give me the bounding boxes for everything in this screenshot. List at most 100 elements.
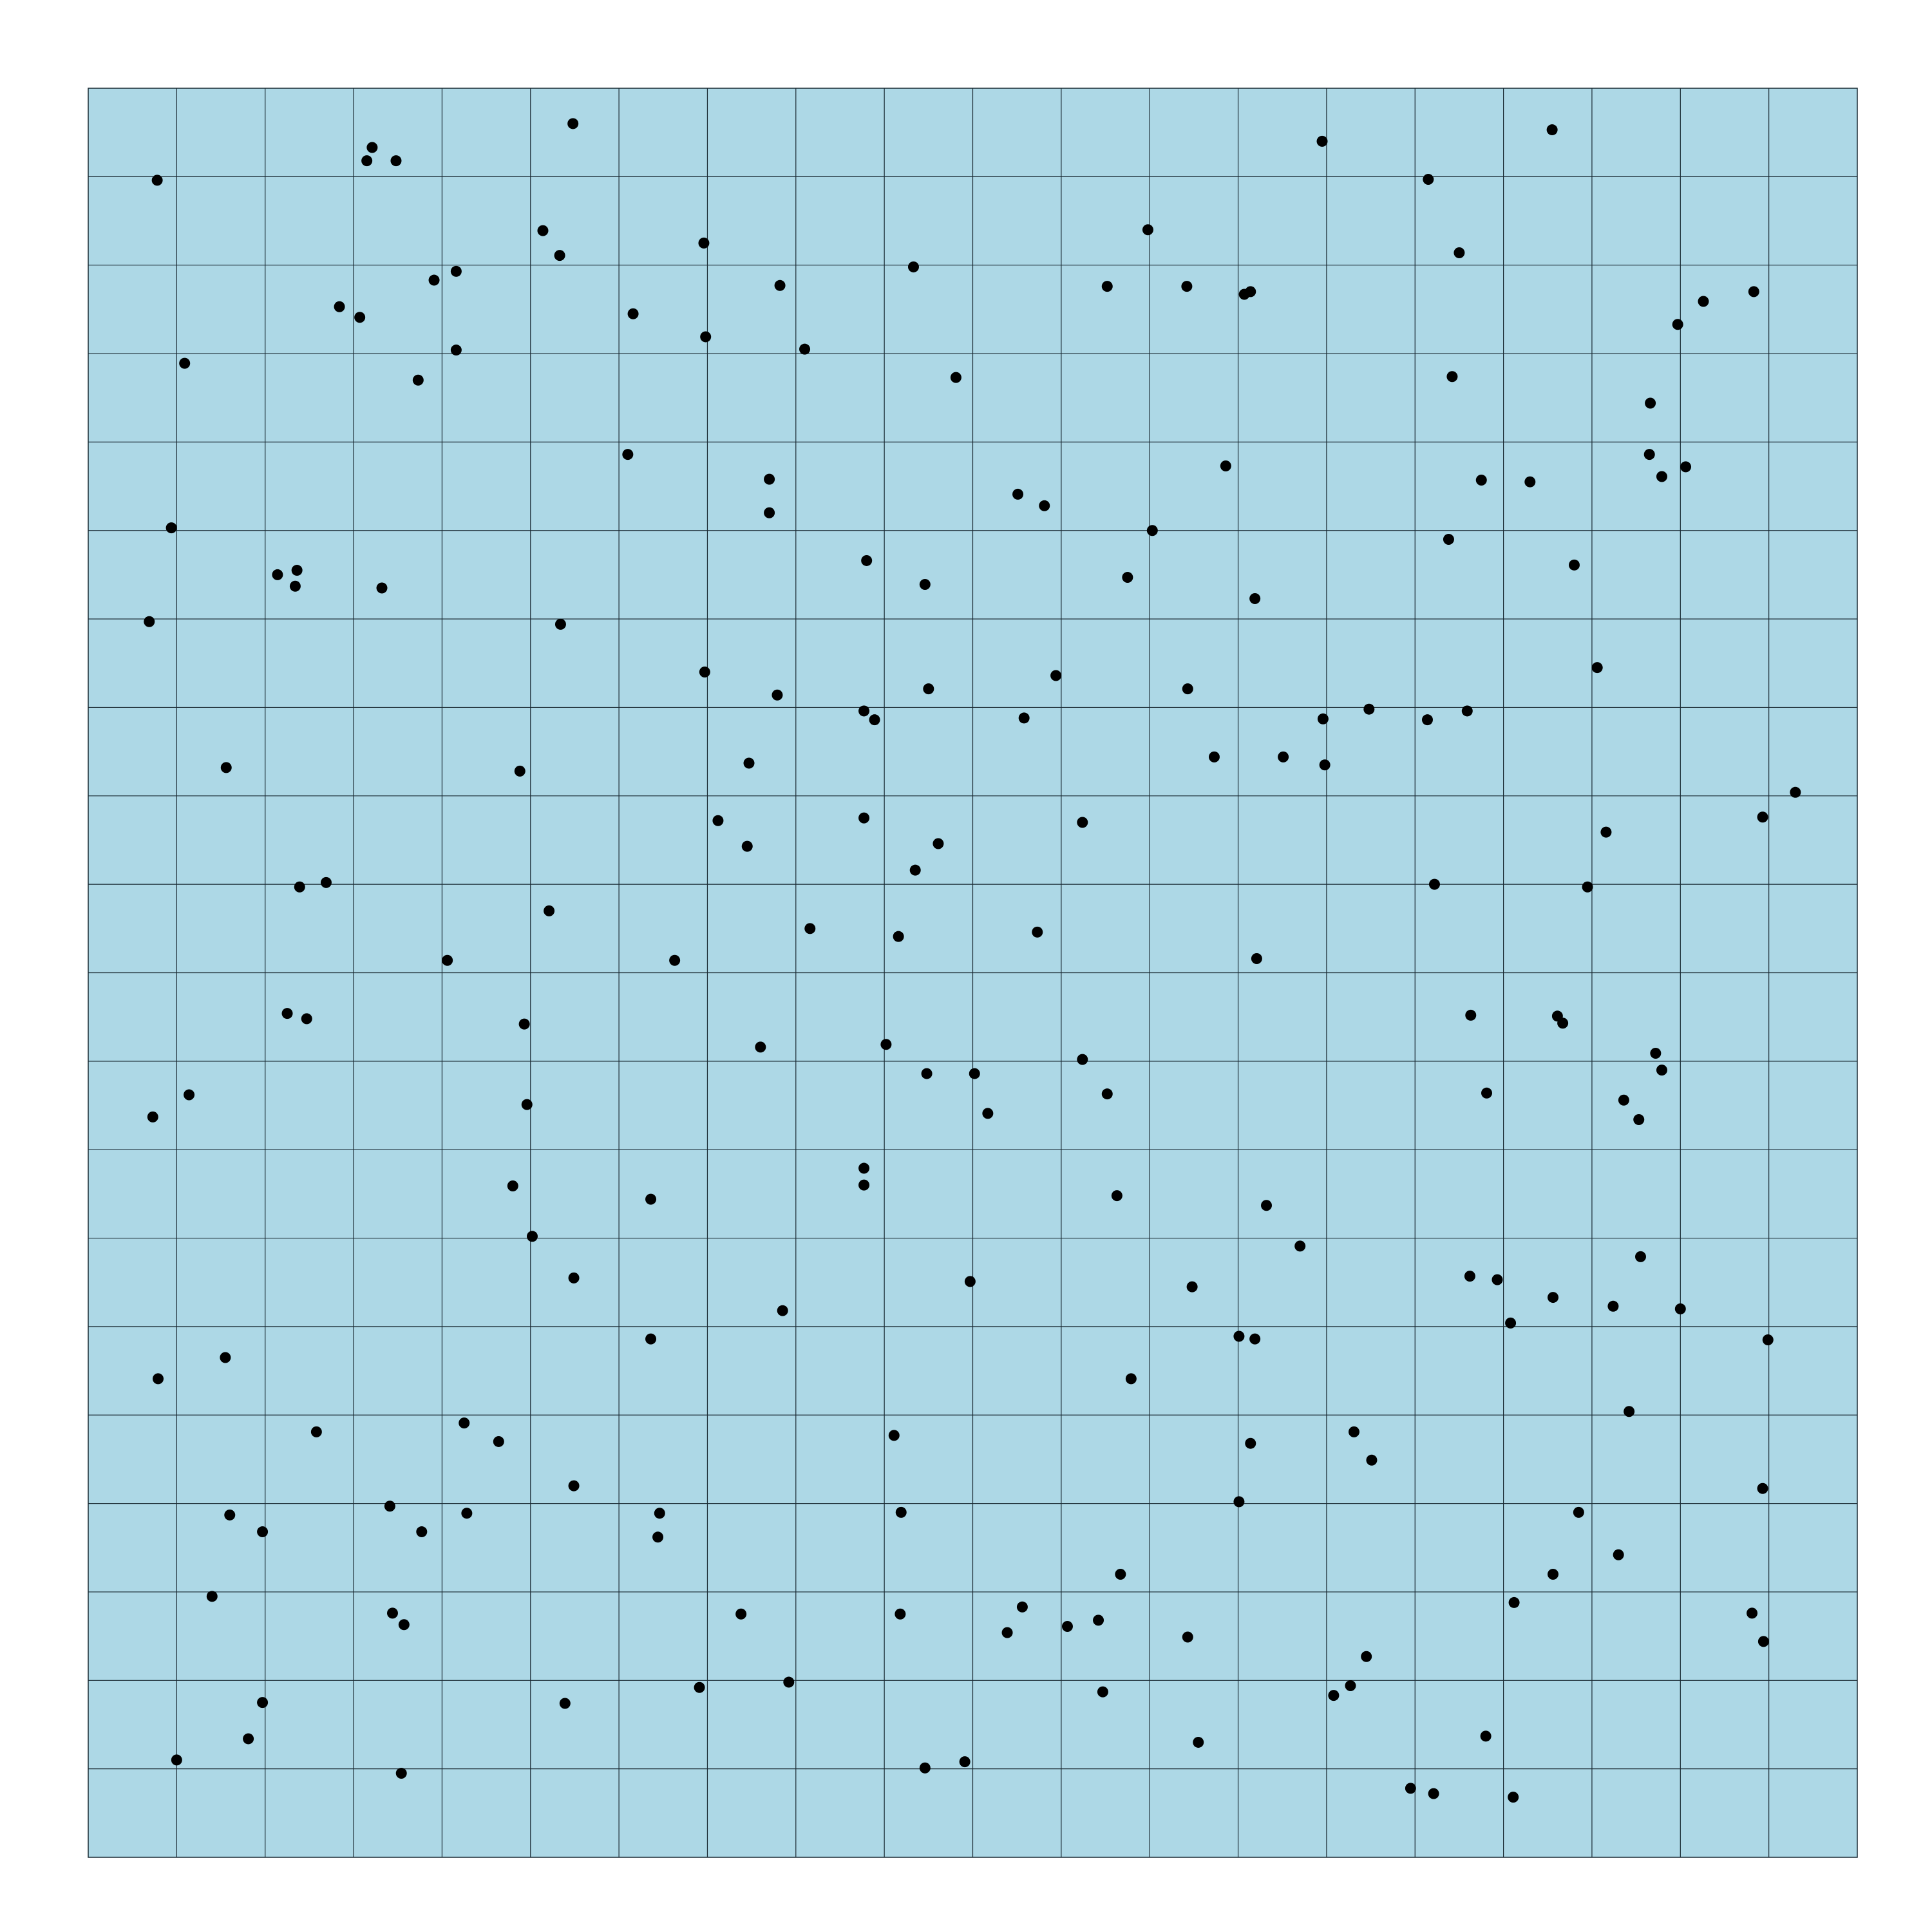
scatter-point bbox=[1032, 926, 1043, 938]
scatter-point bbox=[243, 1733, 254, 1745]
scatter-point bbox=[1446, 371, 1458, 383]
scatter-point bbox=[1316, 135, 1328, 147]
scatter-point bbox=[1762, 1334, 1774, 1346]
scatter-point bbox=[1443, 533, 1454, 545]
scatter-point bbox=[1613, 1549, 1624, 1560]
scatter-point bbox=[783, 1676, 795, 1688]
scatter-point bbox=[1790, 786, 1801, 798]
scatter-point bbox=[1680, 461, 1692, 473]
scatter-point bbox=[858, 1162, 870, 1174]
scatter-point bbox=[384, 1501, 395, 1512]
scatter-point bbox=[764, 473, 775, 485]
scatter-point bbox=[1757, 1482, 1768, 1494]
scatter-point bbox=[386, 1607, 398, 1619]
scatter-point bbox=[1261, 1200, 1273, 1211]
scatter-point bbox=[699, 667, 710, 678]
scatter-point bbox=[1481, 1087, 1493, 1099]
scatter-point bbox=[969, 1068, 980, 1079]
scatter-point bbox=[1018, 712, 1030, 724]
scatter-point bbox=[1757, 1636, 1769, 1647]
scatter-point bbox=[1061, 1621, 1073, 1633]
scatter-point bbox=[514, 765, 526, 777]
scatter-point bbox=[289, 580, 301, 592]
scatter-point bbox=[1461, 705, 1473, 717]
plot-frame bbox=[88, 88, 1858, 1858]
scatter-point bbox=[151, 175, 163, 186]
scatter-point bbox=[1674, 1303, 1686, 1314]
scatter-point bbox=[1115, 1568, 1126, 1580]
scatter-point bbox=[1505, 1317, 1517, 1329]
scatter-point bbox=[700, 331, 712, 343]
scatter-point bbox=[1001, 1627, 1013, 1638]
scatter-point bbox=[1650, 1047, 1662, 1059]
scatter-point bbox=[294, 881, 305, 893]
scatter-point bbox=[622, 449, 634, 460]
scatter-point bbox=[1050, 670, 1062, 681]
scatter-point bbox=[559, 1698, 571, 1709]
scatter-point bbox=[493, 1435, 504, 1447]
scatter-point bbox=[645, 1333, 657, 1345]
scatter-point bbox=[858, 705, 870, 717]
scatter-point bbox=[1319, 759, 1331, 771]
scatter-point bbox=[1182, 1631, 1193, 1643]
scatter-point bbox=[518, 1018, 530, 1030]
scatter-point bbox=[861, 554, 873, 566]
scatter-point bbox=[1454, 247, 1465, 258]
scatter-point bbox=[1464, 1271, 1475, 1282]
scatter-point bbox=[206, 1591, 218, 1602]
scatter-point bbox=[1624, 1406, 1635, 1417]
scatter-point bbox=[291, 565, 303, 576]
scatter-point bbox=[1238, 289, 1250, 300]
scatter-point bbox=[1193, 1736, 1204, 1748]
scatter-point bbox=[334, 301, 345, 312]
scatter-point bbox=[1125, 1373, 1137, 1385]
scatter-point bbox=[982, 1108, 994, 1119]
scatter-point bbox=[1480, 1730, 1492, 1742]
scatter-point bbox=[858, 1179, 870, 1191]
scatter-point bbox=[1548, 1292, 1559, 1303]
scatter-point bbox=[1077, 1054, 1088, 1065]
scatter-point bbox=[1245, 1437, 1256, 1449]
scatter-point bbox=[1475, 474, 1487, 486]
scatter-point bbox=[1181, 281, 1193, 292]
scatter-point bbox=[320, 876, 332, 888]
scatter-point bbox=[755, 1041, 766, 1053]
scatter-point bbox=[1317, 713, 1329, 724]
scatter-point bbox=[804, 923, 816, 934]
scatter-point bbox=[923, 683, 934, 695]
scatter-point bbox=[554, 618, 566, 630]
scatter-point bbox=[1546, 124, 1558, 136]
scatter-point bbox=[880, 1039, 892, 1050]
scatter-point bbox=[858, 812, 870, 824]
scatter-point bbox=[354, 312, 366, 323]
scatter-point bbox=[366, 142, 378, 153]
scatter-point bbox=[741, 840, 753, 852]
scatter-point bbox=[1757, 811, 1768, 823]
scatter-point bbox=[950, 372, 961, 383]
scatter-point bbox=[376, 582, 388, 594]
scatter-point bbox=[568, 1480, 580, 1492]
scatter-point bbox=[398, 1619, 410, 1631]
scatter-point bbox=[461, 1508, 473, 1519]
scatter-point bbox=[1573, 1506, 1584, 1518]
scatter-point bbox=[1249, 593, 1261, 605]
scatter-point bbox=[1348, 1426, 1359, 1437]
scatter-point bbox=[1582, 881, 1593, 893]
scatter-point bbox=[652, 1531, 664, 1543]
scatter-point bbox=[416, 1526, 428, 1538]
scatter-point bbox=[1233, 1331, 1245, 1342]
scatter-point bbox=[224, 1509, 236, 1520]
scatter-point bbox=[1591, 662, 1603, 674]
scatter-point bbox=[428, 274, 440, 286]
scatter-point bbox=[895, 1608, 906, 1620]
scatter-point bbox=[869, 714, 880, 726]
scatter-point bbox=[450, 345, 462, 356]
scatter-point bbox=[735, 1608, 747, 1620]
scatter-point bbox=[1748, 286, 1759, 298]
scatter-point bbox=[1698, 296, 1709, 307]
scatter-point bbox=[1465, 1009, 1477, 1021]
scatter-point bbox=[1568, 559, 1580, 571]
scatter-point bbox=[395, 1768, 407, 1779]
scatter-point bbox=[390, 155, 402, 167]
scatter-point bbox=[1405, 1783, 1416, 1794]
